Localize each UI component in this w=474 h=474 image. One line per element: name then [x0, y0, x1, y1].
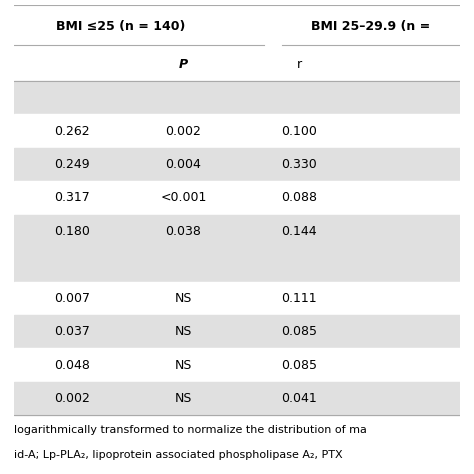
- Text: 0.088: 0.088: [282, 191, 318, 204]
- Bar: [14, 5, 460, 47]
- Text: BMI ≤25 (n = 140): BMI ≤25 (n = 140): [56, 19, 186, 33]
- Bar: [14, 382, 460, 415]
- Text: P: P: [179, 58, 188, 71]
- Bar: [14, 248, 460, 282]
- Text: 0.100: 0.100: [282, 125, 317, 137]
- Bar: [14, 315, 460, 348]
- Text: 0.037: 0.037: [55, 325, 90, 338]
- Text: r: r: [297, 58, 302, 71]
- Text: 0.041: 0.041: [282, 392, 317, 405]
- Text: logarithmically transformed to normalize the distribution of ma: logarithmically transformed to normalize…: [14, 425, 367, 435]
- Text: 0.085: 0.085: [282, 325, 318, 338]
- Bar: [14, 215, 460, 248]
- Text: 0.004: 0.004: [165, 158, 201, 171]
- Text: 0.002: 0.002: [55, 392, 90, 405]
- Bar: [14, 181, 460, 215]
- Text: 0.317: 0.317: [55, 191, 90, 204]
- Text: 0.249: 0.249: [55, 158, 90, 171]
- Text: 0.111: 0.111: [282, 292, 317, 305]
- Text: NS: NS: [175, 392, 192, 405]
- Text: NS: NS: [175, 359, 192, 372]
- Text: 0.002: 0.002: [165, 125, 201, 137]
- Text: 0.048: 0.048: [55, 359, 90, 372]
- Text: 0.144: 0.144: [282, 225, 317, 238]
- Bar: [14, 47, 460, 81]
- Text: 0.007: 0.007: [55, 292, 91, 305]
- Text: <0.001: <0.001: [160, 191, 207, 204]
- Bar: [14, 148, 460, 181]
- Text: 0.180: 0.180: [55, 225, 90, 238]
- Text: BMI 25–29.9 (n =: BMI 25–29.9 (n =: [311, 19, 430, 33]
- Text: 0.085: 0.085: [282, 359, 318, 372]
- Bar: [14, 114, 460, 148]
- Text: 0.330: 0.330: [282, 158, 317, 171]
- Text: id-A; Lp-PLA₂, lipoprotein associated phospholipase A₂, PTX: id-A; Lp-PLA₂, lipoprotein associated ph…: [14, 450, 343, 460]
- Text: 0.262: 0.262: [55, 125, 90, 137]
- Bar: [14, 81, 460, 114]
- Bar: [14, 282, 460, 315]
- Text: NS: NS: [175, 292, 192, 305]
- Text: NS: NS: [175, 325, 192, 338]
- Text: 0.038: 0.038: [165, 225, 201, 238]
- Bar: [14, 348, 460, 382]
